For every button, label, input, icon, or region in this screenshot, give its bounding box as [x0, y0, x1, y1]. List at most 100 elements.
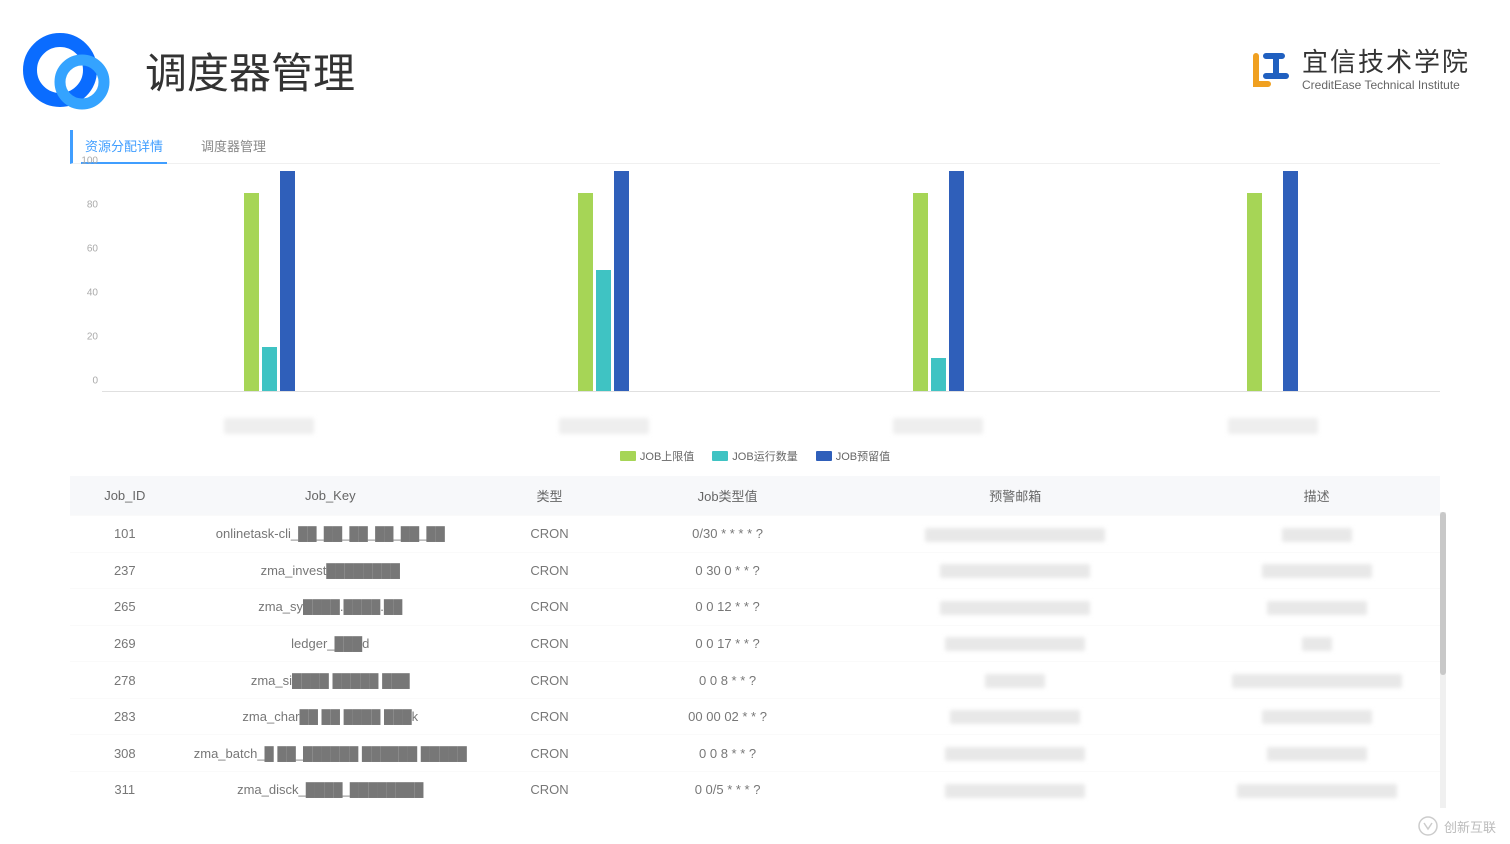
bar-group-0 [239, 171, 299, 391]
cell: CRON [481, 662, 618, 699]
brand-icon [1248, 48, 1292, 92]
cell: zma_si████ █████ ███ [180, 662, 481, 699]
cell: CRON [481, 771, 618, 807]
chart-x-labels [102, 418, 1440, 434]
cell: CRON [481, 735, 618, 772]
cell: 0 0 17 * * ? [618, 625, 837, 662]
cell-redacted [1193, 516, 1440, 553]
table-scrollbar[interactable] [1440, 512, 1446, 808]
table-row[interactable]: 265zma_sy████.████.██CRON0 0 12 * * ? [70, 589, 1440, 626]
chart-legend: JOB上限值 JOB运行数量 JOB预留值 [70, 448, 1440, 464]
bar [596, 270, 611, 391]
col-header-3: Job类型值 [618, 476, 837, 516]
cell: zma_sy████.████.██ [180, 589, 481, 626]
table-row[interactable]: 283zma_char██ ██ ████ ███kCRON00 00 02 *… [70, 698, 1440, 735]
x-label-redacted [1228, 418, 1318, 434]
header-left: 调度器管理 [20, 30, 355, 110]
cell-redacted [1193, 589, 1440, 626]
cell: 0 0 8 * * ? [618, 662, 837, 699]
y-tick: 100 [81, 156, 98, 167]
watermark-icon [1418, 816, 1438, 836]
legend-item-1: JOB运行数量 [712, 448, 797, 464]
chart-plot [102, 172, 1440, 392]
cell: 0 0 12 * * ? [618, 589, 837, 626]
y-tick: 80 [87, 200, 98, 211]
cell-redacted [837, 516, 1193, 553]
job-table: Job_IDJob_Key类型Job类型值预警邮箱描述 101onlinetas… [70, 476, 1440, 808]
cell: 283 [70, 698, 180, 735]
cell: zma_batch_█ ██_██████ ██████ █████ [180, 735, 481, 772]
col-header-0: Job_ID [70, 476, 180, 516]
cell: 00 00 02 * * ? [618, 698, 837, 735]
scrollbar-thumb[interactable] [1440, 512, 1446, 675]
table-row[interactable]: 278zma_si████ █████ ███CRON0 0 8 * * ? [70, 662, 1440, 699]
legend-label: JOB预留值 [836, 448, 890, 464]
job-table-wrap: Job_IDJob_Key类型Job类型值预警邮箱描述 101onlinetas… [70, 476, 1440, 808]
chart-y-axis: 020406080100 [70, 172, 102, 392]
table-row[interactable]: 101onlinetask-cli_██_██_██_██_██_██CRON0… [70, 516, 1440, 553]
x-label-redacted [559, 418, 649, 434]
tab-1[interactable]: 调度器管理 [197, 130, 270, 163]
watermark-text: 创新互联 [1444, 817, 1496, 836]
col-header-1: Job_Key [180, 476, 481, 516]
table-row[interactable]: 311zma_disck_████_████████CRON0 0/5 * * … [70, 771, 1440, 807]
legend-swatch [816, 451, 832, 461]
legend-label: JOB运行数量 [732, 448, 797, 464]
cell-redacted [837, 625, 1193, 662]
y-tick: 60 [87, 244, 98, 255]
cell-redacted [837, 589, 1193, 626]
resource-chart: 020406080100 [70, 172, 1440, 412]
x-label-redacted [224, 418, 314, 434]
cell: 0/30 * * * * ? [618, 516, 837, 553]
cell-redacted [1193, 662, 1440, 699]
cell: zma_disck_████_████████ [180, 771, 481, 807]
cell-redacted [1193, 698, 1440, 735]
cell: 0 30 0 * * ? [618, 552, 837, 589]
tab-bar: 资源分配详情调度器管理 [70, 130, 1440, 164]
bar [280, 171, 295, 391]
bar [1247, 193, 1262, 391]
legend-item-2: JOB预留值 [816, 448, 890, 464]
bar [578, 193, 593, 391]
cell-redacted [1193, 625, 1440, 662]
bar-group-3 [1243, 171, 1303, 391]
cell: zma_char██ ██ ████ ███k [180, 698, 481, 735]
cell: CRON [481, 552, 618, 589]
page-title: 调度器管理 [145, 40, 355, 101]
cell: CRON [481, 698, 618, 735]
y-tick: 40 [87, 288, 98, 299]
x-label-redacted [893, 418, 983, 434]
cell: zma_invest████████ [180, 552, 481, 589]
table-row[interactable]: 308zma_batch_█ ██_██████ ██████ █████CRO… [70, 735, 1440, 772]
brand-name-cn: 宜信技术学院 [1302, 47, 1470, 78]
cell: 311 [70, 771, 180, 807]
cell-redacted [837, 771, 1193, 807]
cell: CRON [481, 625, 618, 662]
bar [913, 193, 928, 391]
cell: 308 [70, 735, 180, 772]
cell: CRON [481, 589, 618, 626]
y-tick: 0 [92, 376, 98, 387]
table-header-row: Job_IDJob_Key类型Job类型值预警邮箱描述 [70, 476, 1440, 516]
cell-redacted [837, 735, 1193, 772]
col-header-2: 类型 [481, 476, 618, 516]
legend-label: JOB上限值 [640, 448, 694, 464]
bar-group-2 [908, 171, 968, 391]
cell: 0 0 8 * * ? [618, 735, 837, 772]
col-header-5: 描述 [1193, 476, 1440, 516]
cell-redacted [1193, 552, 1440, 589]
legend-item-0: JOB上限值 [620, 448, 694, 464]
brand-block: 宜信技术学院 CreditEase Technical Institute [1248, 47, 1470, 93]
cell: ledger_███d [180, 625, 481, 662]
cell-redacted [837, 552, 1193, 589]
table-row[interactable]: 269ledger_███dCRON0 0 17 * * ? [70, 625, 1440, 662]
cell: 237 [70, 552, 180, 589]
cell-redacted [837, 662, 1193, 699]
table-row[interactable]: 237zma_invest████████CRON0 30 0 * * ? [70, 552, 1440, 589]
legend-swatch [712, 451, 728, 461]
cell: onlinetask-cli_██_██_██_██_██_██ [180, 516, 481, 553]
cell: 278 [70, 662, 180, 699]
page-header: 调度器管理 宜信技术学院 CreditEase Technical Instit… [0, 0, 1510, 120]
cell: 269 [70, 625, 180, 662]
bar [949, 171, 964, 391]
